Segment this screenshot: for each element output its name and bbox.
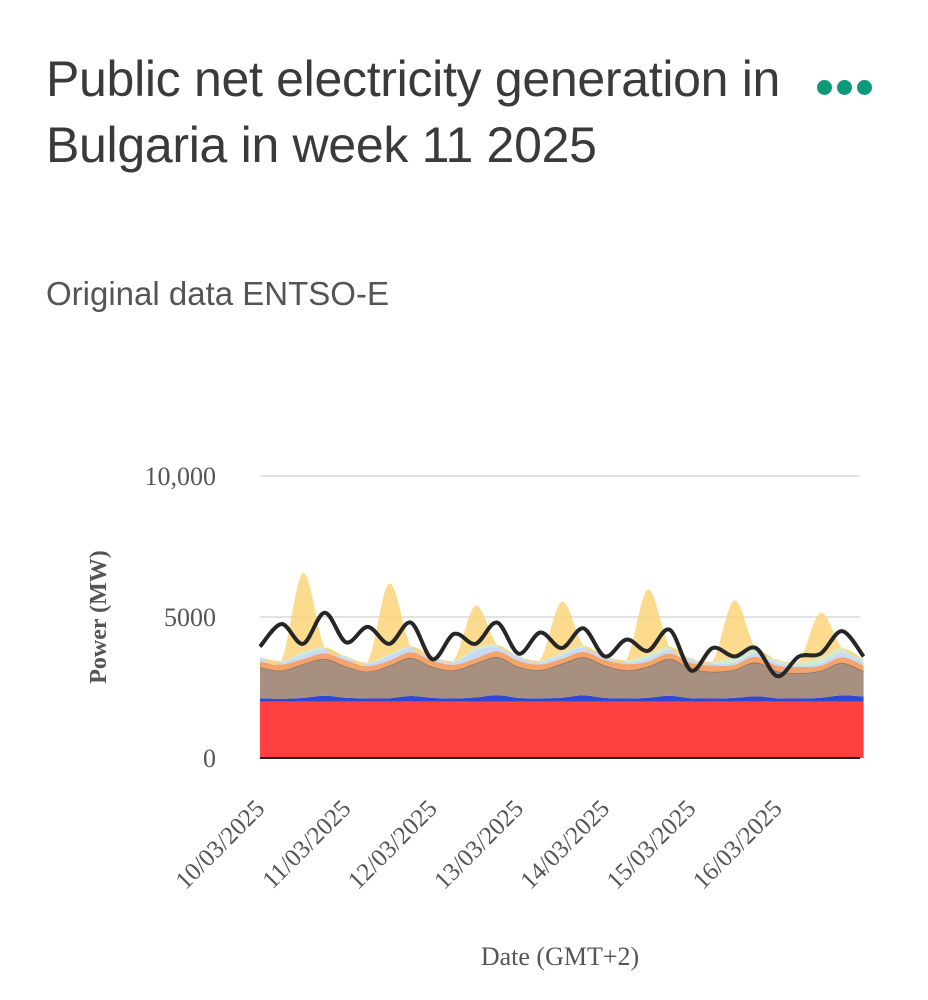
x-tick-label: 16/03/2025	[688, 795, 788, 895]
x-axis-label: Date (GMT+2)	[481, 942, 639, 971]
area-biomass	[260, 651, 864, 674]
stacked-areas	[259, 572, 864, 758]
page-title: Public net electricity generation in Bul…	[46, 51, 781, 173]
area-wind	[260, 644, 864, 666]
x-tick-label: 13/03/2025	[429, 795, 529, 895]
more-options-button[interactable]	[808, 72, 880, 102]
x-tick-labels: 10/03/202511/03/202512/03/202513/03/2025…	[171, 795, 788, 895]
more-horizontal-icon	[856, 79, 872, 95]
chart-subtitle: Original data ENTSO-E	[46, 275, 389, 312]
load-line-group	[258, 610, 866, 679]
y-tick-label: 5000	[164, 603, 216, 632]
area-solar	[260, 572, 864, 667]
load-line	[258, 610, 866, 679]
x-tick-label: 15/03/2025	[602, 795, 702, 895]
x-tick-label: 10/03/2025	[171, 795, 271, 895]
more-horizontal-icon	[816, 79, 832, 95]
x-tick-label: 11/03/2025	[257, 795, 356, 894]
y-tick-label: 10,000	[145, 462, 217, 491]
area-fossil	[260, 656, 864, 699]
y-tick-labels: 0 5000 10,000	[145, 462, 217, 773]
area-nuclear	[260, 701, 864, 758]
x-tick-label: 14/03/2025	[516, 795, 616, 895]
area-hydro	[260, 646, 864, 668]
y-axis-label: Power (MW)	[86, 550, 112, 684]
x-tick-label: 12/03/2025	[343, 795, 443, 895]
gridlines	[260, 475, 860, 618]
y-tick-label: 0	[203, 744, 216, 773]
area-run-of-river	[260, 695, 864, 702]
more-horizontal-icon	[836, 79, 852, 95]
